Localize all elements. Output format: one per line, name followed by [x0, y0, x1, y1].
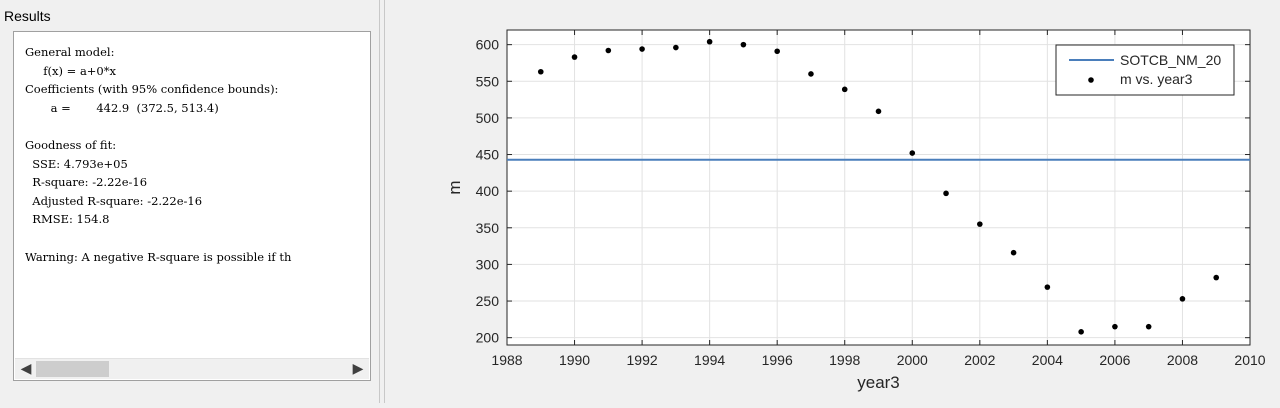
results-line: a = 442.9 (372.5, 513.4): [25, 100, 219, 115]
legend-point-swatch: [1088, 77, 1094, 83]
results-line: RMSE: 154.8: [25, 212, 110, 227]
x-tick-label: 1992: [627, 352, 658, 368]
axes-box: [506, 29, 1251, 346]
x-tick-label: 1988: [491, 352, 522, 368]
x-axis-label: year3: [857, 373, 900, 392]
data-point: [1112, 323, 1118, 330]
x-tick-label: 2000: [897, 352, 928, 368]
data-point: [774, 48, 780, 55]
data-point: [537, 68, 544, 75]
results-panel-title: Results: [4, 8, 51, 24]
data-point: [909, 150, 916, 156]
x-tick-label: 1998: [829, 352, 860, 368]
y-tick-label: 450: [476, 147, 500, 163]
data-point: [740, 41, 747, 48]
legend-entry-fit: SOTCB_NM_20: [1120, 52, 1221, 68]
y-tick-label: 600: [476, 37, 500, 53]
scroll-right-icon[interactable]: ▶: [352, 361, 364, 377]
x-tick-label: 2006: [1099, 352, 1130, 368]
results-line: General model:: [25, 45, 115, 59]
scrollbar-thumb[interactable]: [36, 361, 109, 377]
x-tick-label: 1994: [694, 352, 725, 368]
data-point: [1044, 284, 1051, 290]
results-line: Goodness of fit:: [25, 137, 117, 152]
results-line: R-square: -2.22e-16: [25, 175, 148, 190]
results-panel: Results General model: f(x) = a+0*x Coeff…: [0, 0, 380, 403]
data-point: [639, 46, 645, 52]
y-tick-label: 500: [476, 110, 500, 126]
results-line: f(x) = a+0*x: [25, 63, 116, 78]
y-tick-label: 300: [476, 256, 500, 272]
data-point: [875, 108, 882, 115]
data-point: [605, 47, 612, 54]
results-line: Warning: A negative R-square is possible…: [25, 249, 292, 264]
results-textbox[interactable]: General model: f(x) = a+0*x Coefficients …: [13, 31, 371, 381]
data-point: [1010, 249, 1017, 256]
data-point: [1179, 296, 1186, 302]
results-line: Coefficients (with 95% confidence bounds…: [25, 82, 279, 97]
x-tick-label: 1996: [762, 352, 793, 368]
x-tick-label: 2004: [1032, 352, 1063, 368]
results-line: [25, 117, 291, 136]
data-point: [1213, 274, 1220, 281]
x-tick-label: 2008: [1167, 352, 1198, 368]
results-line: SSE: 4.793e+05: [25, 156, 128, 171]
x-tick-label: 1990: [559, 352, 590, 368]
data-point: [706, 38, 713, 45]
data-point: [1145, 323, 1152, 330]
data-point: [571, 54, 578, 60]
x-tick-label: 2002: [964, 352, 995, 368]
data-point: [841, 86, 848, 93]
results-text: General model: f(x) = a+0*x Coefficients …: [25, 43, 291, 266]
results-line: Adjusted R-square: -2.22e-16: [25, 193, 203, 208]
scroll-left-icon[interactable]: ◀: [20, 361, 32, 377]
legend[interactable]: SOTCB_NM_20m vs. year3: [1055, 44, 1235, 96]
fit-plot[interactable]: 1988 1990 1992 1994 1996 1998 2000 2002 2004 2006…: [385, 0, 1280, 403]
panel-splitter[interactable]: [380, 0, 385, 403]
y-tick-label: 250: [476, 293, 500, 309]
data-point: [943, 190, 949, 197]
x-tick-label: 2010: [1234, 352, 1265, 368]
y-tick-label: 200: [476, 330, 500, 346]
data-point: [977, 221, 983, 227]
y-tick-label: 350: [476, 220, 500, 236]
data-point: [1078, 329, 1084, 335]
plot-panel: 1988 1990 1992 1994 1996 1998 2000 2002 2004 2006…: [385, 0, 1280, 403]
legend-entry-points: m vs. year3: [1120, 71, 1193, 87]
y-tick-label: 400: [476, 183, 500, 199]
y-axis-label: m: [445, 180, 464, 194]
horizontal-scrollbar[interactable]: ◀ ▶: [15, 358, 369, 379]
legend-box: [1055, 44, 1235, 96]
data-point: [808, 71, 814, 77]
data-point: [673, 44, 679, 51]
results-line: [25, 229, 291, 248]
y-tick-label: 550: [476, 73, 500, 89]
